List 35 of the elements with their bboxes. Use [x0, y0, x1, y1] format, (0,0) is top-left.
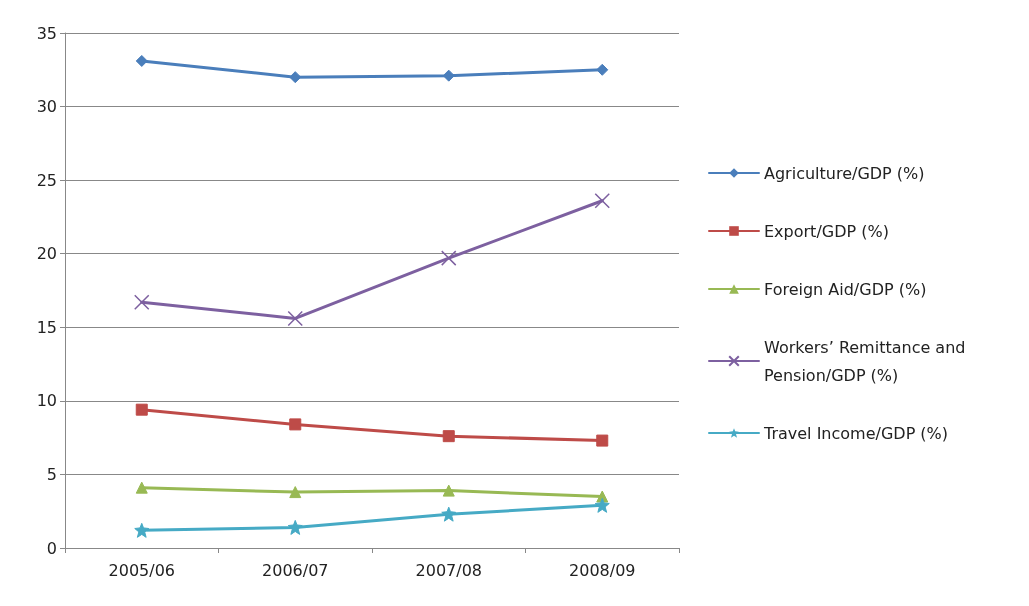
- legend-label: Workers’ Remittance and Pension/GDP (%): [764, 337, 971, 385]
- point: [596, 434, 609, 447]
- y-tick-label: 0: [46, 538, 57, 558]
- point: [441, 506, 457, 522]
- x-tick-label: 2006/07: [262, 560, 329, 580]
- x-tick-label: 2005/06: [108, 560, 175, 580]
- point: [442, 430, 455, 443]
- y-tick-label: 30: [36, 97, 57, 117]
- legend-label: Travel Income/GDP (%): [763, 423, 949, 443]
- point: [135, 481, 148, 494]
- y-tick-label: 10: [36, 391, 57, 411]
- y-tick-label: 25: [36, 170, 57, 190]
- x-tick-label: 2007/08: [415, 560, 482, 580]
- legend-label: Export/GDP (%): [764, 221, 889, 241]
- y-tick-label: 20: [36, 244, 57, 264]
- point: [287, 310, 303, 327]
- point: [287, 519, 303, 535]
- point: [594, 497, 610, 513]
- y-tick-label: 15: [36, 317, 57, 337]
- point: [442, 69, 455, 82]
- y-tick-label: 5: [46, 464, 57, 484]
- point: [441, 250, 457, 266]
- point: [134, 294, 150, 311]
- legend-label: Foreign Aid/GDP (%): [764, 279, 927, 299]
- y-tick-label: 35: [36, 23, 57, 43]
- legend-label: Agriculture/GDP (%): [764, 163, 925, 183]
- point: [442, 484, 455, 497]
- point: [135, 54, 148, 67]
- point: [289, 486, 302, 499]
- point: [134, 522, 150, 538]
- x-tick-label: 2008/09: [569, 560, 636, 580]
- point: [289, 418, 302, 431]
- point: [135, 403, 148, 416]
- point: [594, 192, 610, 209]
- point: [596, 63, 609, 76]
